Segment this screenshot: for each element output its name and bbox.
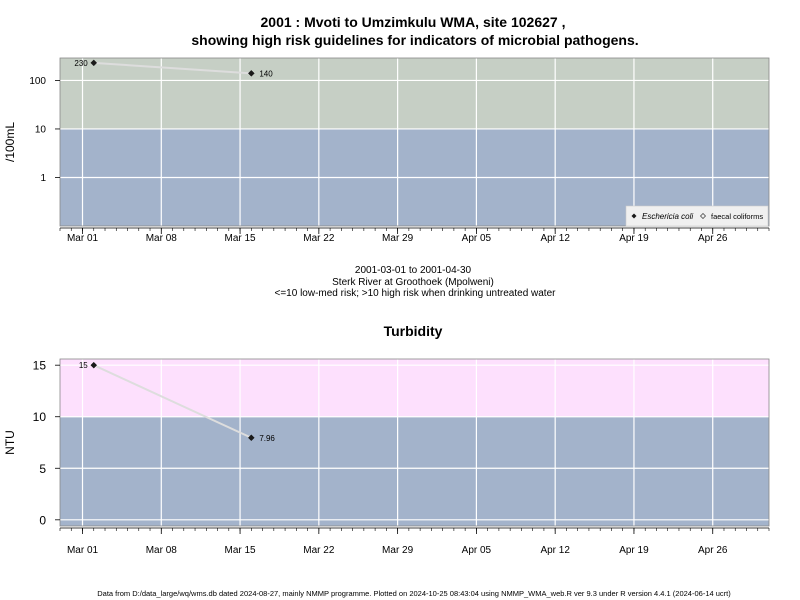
- x-tick-label: Mar 15: [225, 545, 257, 556]
- y-tick-label: 100: [29, 76, 46, 87]
- plot-frame: [59, 358, 770, 527]
- turbidity-title: Turbidity: [384, 323, 443, 339]
- x-tick-label: Mar 01: [67, 545, 99, 556]
- data-point-marker: [90, 59, 98, 67]
- x-tick-label: Mar 01: [67, 233, 99, 244]
- data-value-label: 230: [74, 59, 88, 68]
- x-tick-label: Apr 12: [540, 233, 570, 244]
- y-tick-label: 1: [40, 173, 46, 184]
- legend-marker-faecal: [700, 213, 706, 219]
- site-caption: Sterk River at Groothoek (Mpolweni): [332, 277, 494, 288]
- x-tick-label: Apr 05: [462, 545, 492, 556]
- main-title-line1: 2001 : Mvoti to Umzimkulu WMA, site 1026…: [261, 14, 566, 30]
- y-tick-label: 5: [39, 462, 46, 476]
- x-tick-label: Mar 22: [303, 545, 335, 556]
- risk-band-0: [60, 416, 769, 526]
- data-source-footer: Data from D:/data_large/wq/wms.db dated …: [97, 589, 731, 598]
- x-tick-label: Mar 08: [146, 233, 178, 244]
- series-line: [93, 364, 252, 439]
- data-point-marker: [247, 434, 255, 442]
- y-axis-label: /100mL: [3, 122, 17, 162]
- plot-frame: [59, 57, 770, 227]
- x-tick-label: Mar 29: [382, 233, 414, 244]
- x-tick-label: Apr 05: [462, 233, 492, 244]
- microbial-chart-panel: 100 10 1/100mL Mar 01 Mar 08 Mar 15 Mar 22 Mar …: [3, 57, 770, 244]
- x-tick-label: Mar 08: [146, 545, 178, 556]
- x-tick-label: Apr 19: [619, 545, 649, 556]
- data-value-label: 7.96: [259, 434, 275, 443]
- legend-label-faecal: faecal coliforms: [711, 212, 763, 221]
- y-tick-label: 10: [33, 410, 47, 424]
- x-tick-label: Apr 26: [698, 545, 728, 556]
- legend-box: [625, 205, 769, 227]
- main-title-line2: showing high risk guidelines for indicat…: [191, 32, 638, 48]
- risk-guideline-caption: <=10 low-med risk; >10 high risk when dr…: [275, 288, 557, 299]
- x-tick-label: Mar 29: [382, 545, 414, 556]
- legend-label-ecoli: Eschericia coli: [642, 212, 693, 221]
- risk-band-1: [60, 58, 769, 129]
- x-tick-label: Mar 22: [303, 233, 335, 244]
- x-tick-label: Apr 19: [619, 233, 649, 244]
- risk-band-1: [60, 359, 769, 417]
- y-axis-label: NTU: [3, 430, 17, 455]
- series-line: [93, 61, 252, 75]
- date-range-caption: 2001-03-01 to 2001-04-30: [355, 265, 472, 276]
- x-tick-label: Mar 15: [225, 233, 257, 244]
- turbidity-chart-panel: 15 10 5 0 NTU Mar 01 Mar 08 Mar 15 Mar 22 Mar 29 A…: [3, 358, 770, 556]
- y-tick-label: 0: [39, 513, 46, 527]
- x-tick-label: Apr 26: [698, 233, 728, 244]
- data-point-marker: [90, 361, 98, 369]
- data-value-label: 15: [79, 361, 88, 370]
- y-tick-label: 10: [35, 124, 47, 135]
- x-tick-label: Apr 12: [540, 545, 570, 556]
- data-value-label: 140: [259, 69, 273, 78]
- y-tick-label: 15: [33, 359, 47, 373]
- data-point-marker: [247, 69, 255, 77]
- legend-marker-ecoli: [631, 213, 637, 219]
